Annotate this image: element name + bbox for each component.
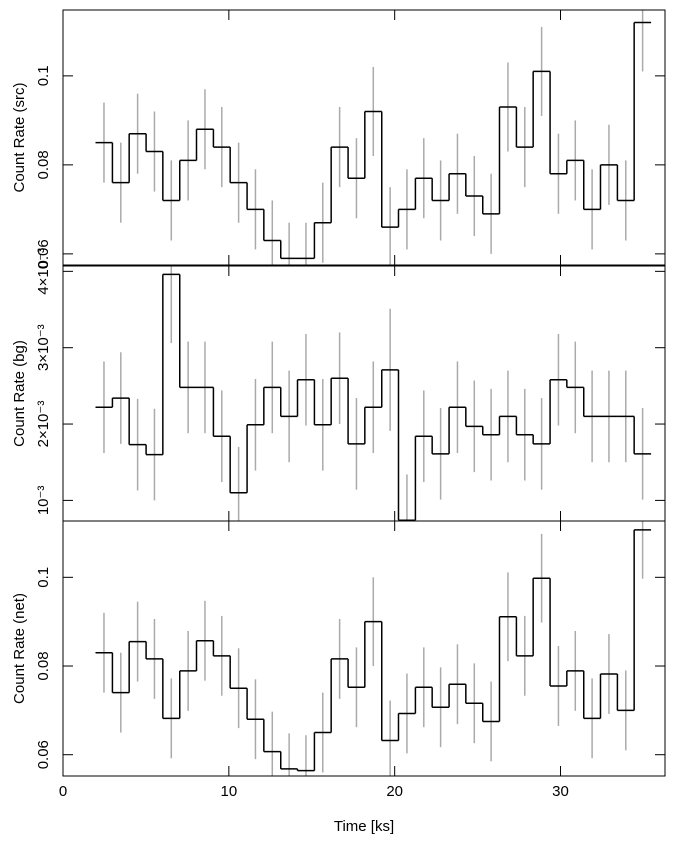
y-tick-label: 0.06 [35, 740, 52, 769]
y-axis-label: Count Rate (bg) [11, 340, 28, 447]
y-tick-label: 0.1 [35, 65, 52, 86]
plot-frame [62, 520, 666, 777]
y-tick-label: 0.06 [35, 239, 52, 268]
panel [95, 266, 652, 521]
y-axis-label: Count Rate (src) [11, 82, 28, 192]
y-tick-label: 10⁻³ [35, 486, 52, 516]
panel [95, 10, 652, 265]
plot-frame [62, 9, 666, 266]
y-tick-label: 4×10⁻³ [35, 248, 52, 295]
x-axis-label: Time [ks] [334, 818, 394, 835]
y-tick-label: 3×10⁻³ [35, 324, 52, 371]
x-tick-label: 30 [552, 783, 569, 800]
panel [95, 521, 652, 776]
y-tick-label: 2×10⁻³ [35, 401, 52, 448]
x-tick-label: 0 [59, 783, 67, 800]
x-tick-label: 10 [220, 783, 237, 800]
x-tick-label: 20 [386, 783, 403, 800]
y-axis-label: Count Rate (net) [11, 593, 28, 704]
y-tick-label: 0.1 [35, 567, 52, 588]
y-tick-label: 0.08 [35, 651, 52, 680]
y-tick-label: 0.08 [35, 150, 52, 179]
